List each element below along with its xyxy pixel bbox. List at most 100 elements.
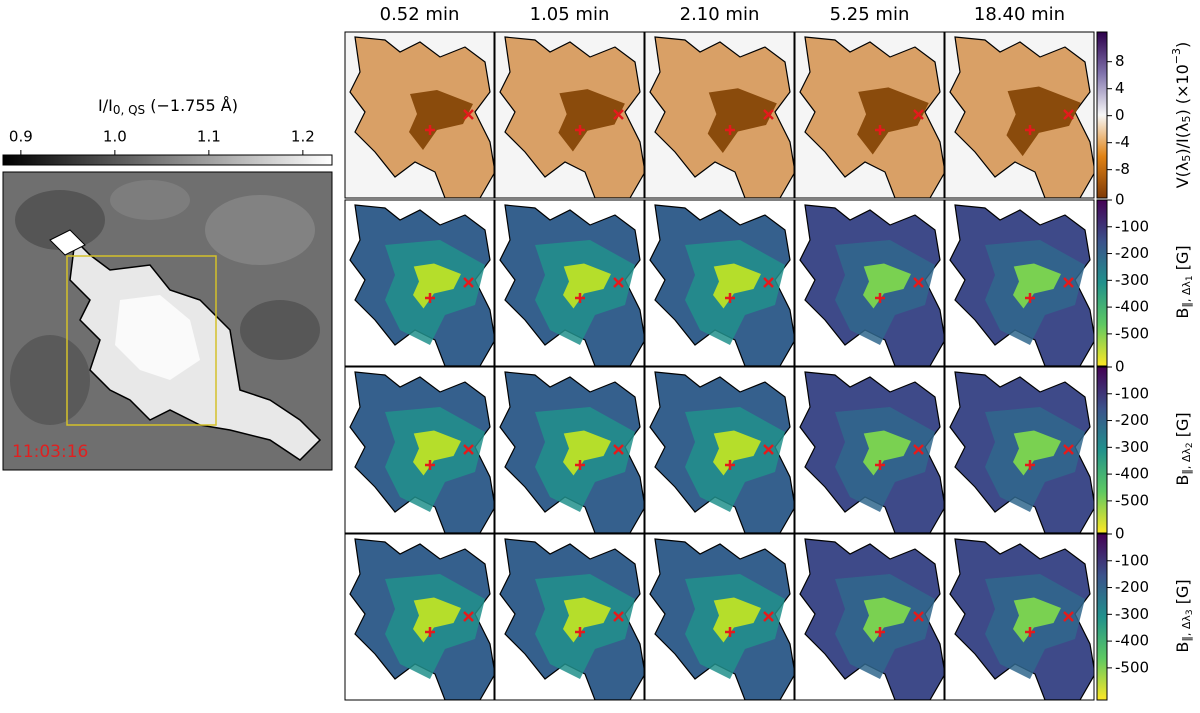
plus-marker [725, 293, 735, 303]
image-frame [2, 171, 333, 471]
colorbar-tick-label: -4 [1115, 133, 1130, 151]
colorbar-tick-label: -200 [1115, 244, 1149, 262]
intensity-image [3, 172, 332, 470]
cross-marker [913, 611, 924, 622]
cross-marker [613, 277, 624, 288]
colorbar-tick-label: -300 [1115, 605, 1149, 623]
map-panel [644, 31, 795, 199]
panel-frame [794, 31, 945, 199]
map-panel [344, 199, 495, 367]
plus-marker [1025, 627, 1035, 637]
cross-marker [613, 444, 624, 455]
colorbar-tick-label: 1.1 [197, 128, 221, 146]
colorbar-tick-label: -200 [1115, 578, 1149, 596]
cross-marker [613, 109, 624, 120]
plus-marker [575, 293, 585, 303]
colorbar-tick-label: -100 [1115, 384, 1149, 402]
map-panel [944, 31, 1095, 199]
colorbar-label: B‖, Δλ1 [G] [1173, 245, 1195, 318]
colorbar-tick-label: -300 [1115, 438, 1149, 456]
panel-frame [944, 533, 1095, 701]
map-image [945, 200, 1094, 366]
zoom-box [66, 255, 217, 426]
cross-marker [463, 277, 474, 288]
column-title: 1.05 min [530, 4, 610, 25]
plus-marker [425, 460, 435, 470]
colorbar [2, 154, 333, 166]
cross-marker [913, 277, 924, 288]
plus-marker [425, 125, 435, 135]
plus-marker [875, 293, 885, 303]
core [707, 88, 777, 154]
colorbar-tick-label: -500 [1115, 324, 1149, 342]
colorbar-tick-label: -400 [1115, 298, 1149, 316]
colorbar-tick-label: -8 [1115, 160, 1130, 178]
cross-marker [1063, 444, 1074, 455]
colorbar-tick-label: -100 [1115, 217, 1149, 235]
panel-frame [794, 366, 945, 534]
timestamp: 11:03:16 [12, 442, 88, 462]
map-panel [644, 533, 795, 701]
map-image [345, 32, 494, 198]
colorbar-tick-label: 0 [1115, 525, 1125, 543]
panel-frame [644, 533, 795, 701]
cross-marker [463, 444, 474, 455]
map-image [495, 200, 644, 366]
colorbar-tick-label: -300 [1115, 271, 1149, 289]
core [857, 87, 929, 155]
colorbar-tick-label: -400 [1115, 465, 1149, 483]
colorbar-tick-label: 0.9 [9, 128, 33, 146]
map-panel [944, 366, 1095, 534]
colorbar-label: I/I0, QS (−1.755 Å) [98, 96, 238, 117]
map-panel [644, 199, 795, 367]
map-image [345, 534, 494, 700]
map-image [645, 534, 794, 700]
map-image [945, 32, 1094, 198]
panel-frame [944, 199, 1095, 367]
colorbar [1096, 31, 1108, 199]
panel-frame [794, 199, 945, 367]
map-panel [494, 366, 645, 534]
cross-marker [463, 611, 474, 622]
cross-marker [463, 109, 474, 120]
map-image [945, 534, 1094, 700]
panel-frame [494, 533, 645, 701]
cross-marker [913, 109, 924, 120]
map-panel [494, 533, 645, 701]
panel-frame [344, 31, 495, 199]
map-image [645, 32, 794, 198]
plus-marker [575, 627, 585, 637]
colorbar-tick-label: -200 [1115, 411, 1149, 429]
core [409, 90, 473, 150]
panel-frame [494, 199, 645, 367]
colorbar-tick-label: 0 [1115, 358, 1125, 376]
colorbar [1096, 366, 1108, 534]
column-title: 0.52 min [380, 4, 460, 25]
map-image [795, 200, 944, 366]
colorbar [1096, 533, 1108, 701]
core [1006, 86, 1081, 157]
map-image [495, 367, 644, 533]
map-panel [794, 31, 945, 199]
plus-marker [1025, 125, 1035, 135]
panel-frame [344, 199, 495, 367]
plus-marker [1025, 293, 1035, 303]
map-image [495, 534, 644, 700]
map-panel [344, 366, 495, 534]
map-image [345, 367, 494, 533]
map-panel [944, 533, 1095, 701]
panel-frame [344, 533, 495, 701]
map-panel [494, 31, 645, 199]
panel-frame [644, 199, 795, 367]
plus-marker [875, 627, 885, 637]
colorbar-tick-label: -400 [1115, 632, 1149, 650]
colorbar-tick-label: 1.0 [103, 128, 127, 146]
plus-marker [725, 125, 735, 135]
map-image [645, 200, 794, 366]
map-image [795, 367, 944, 533]
map-image [795, 534, 944, 700]
colorbar-tick-label: 8 [1115, 52, 1125, 70]
cross-marker [613, 611, 624, 622]
colorbar [1096, 199, 1108, 367]
